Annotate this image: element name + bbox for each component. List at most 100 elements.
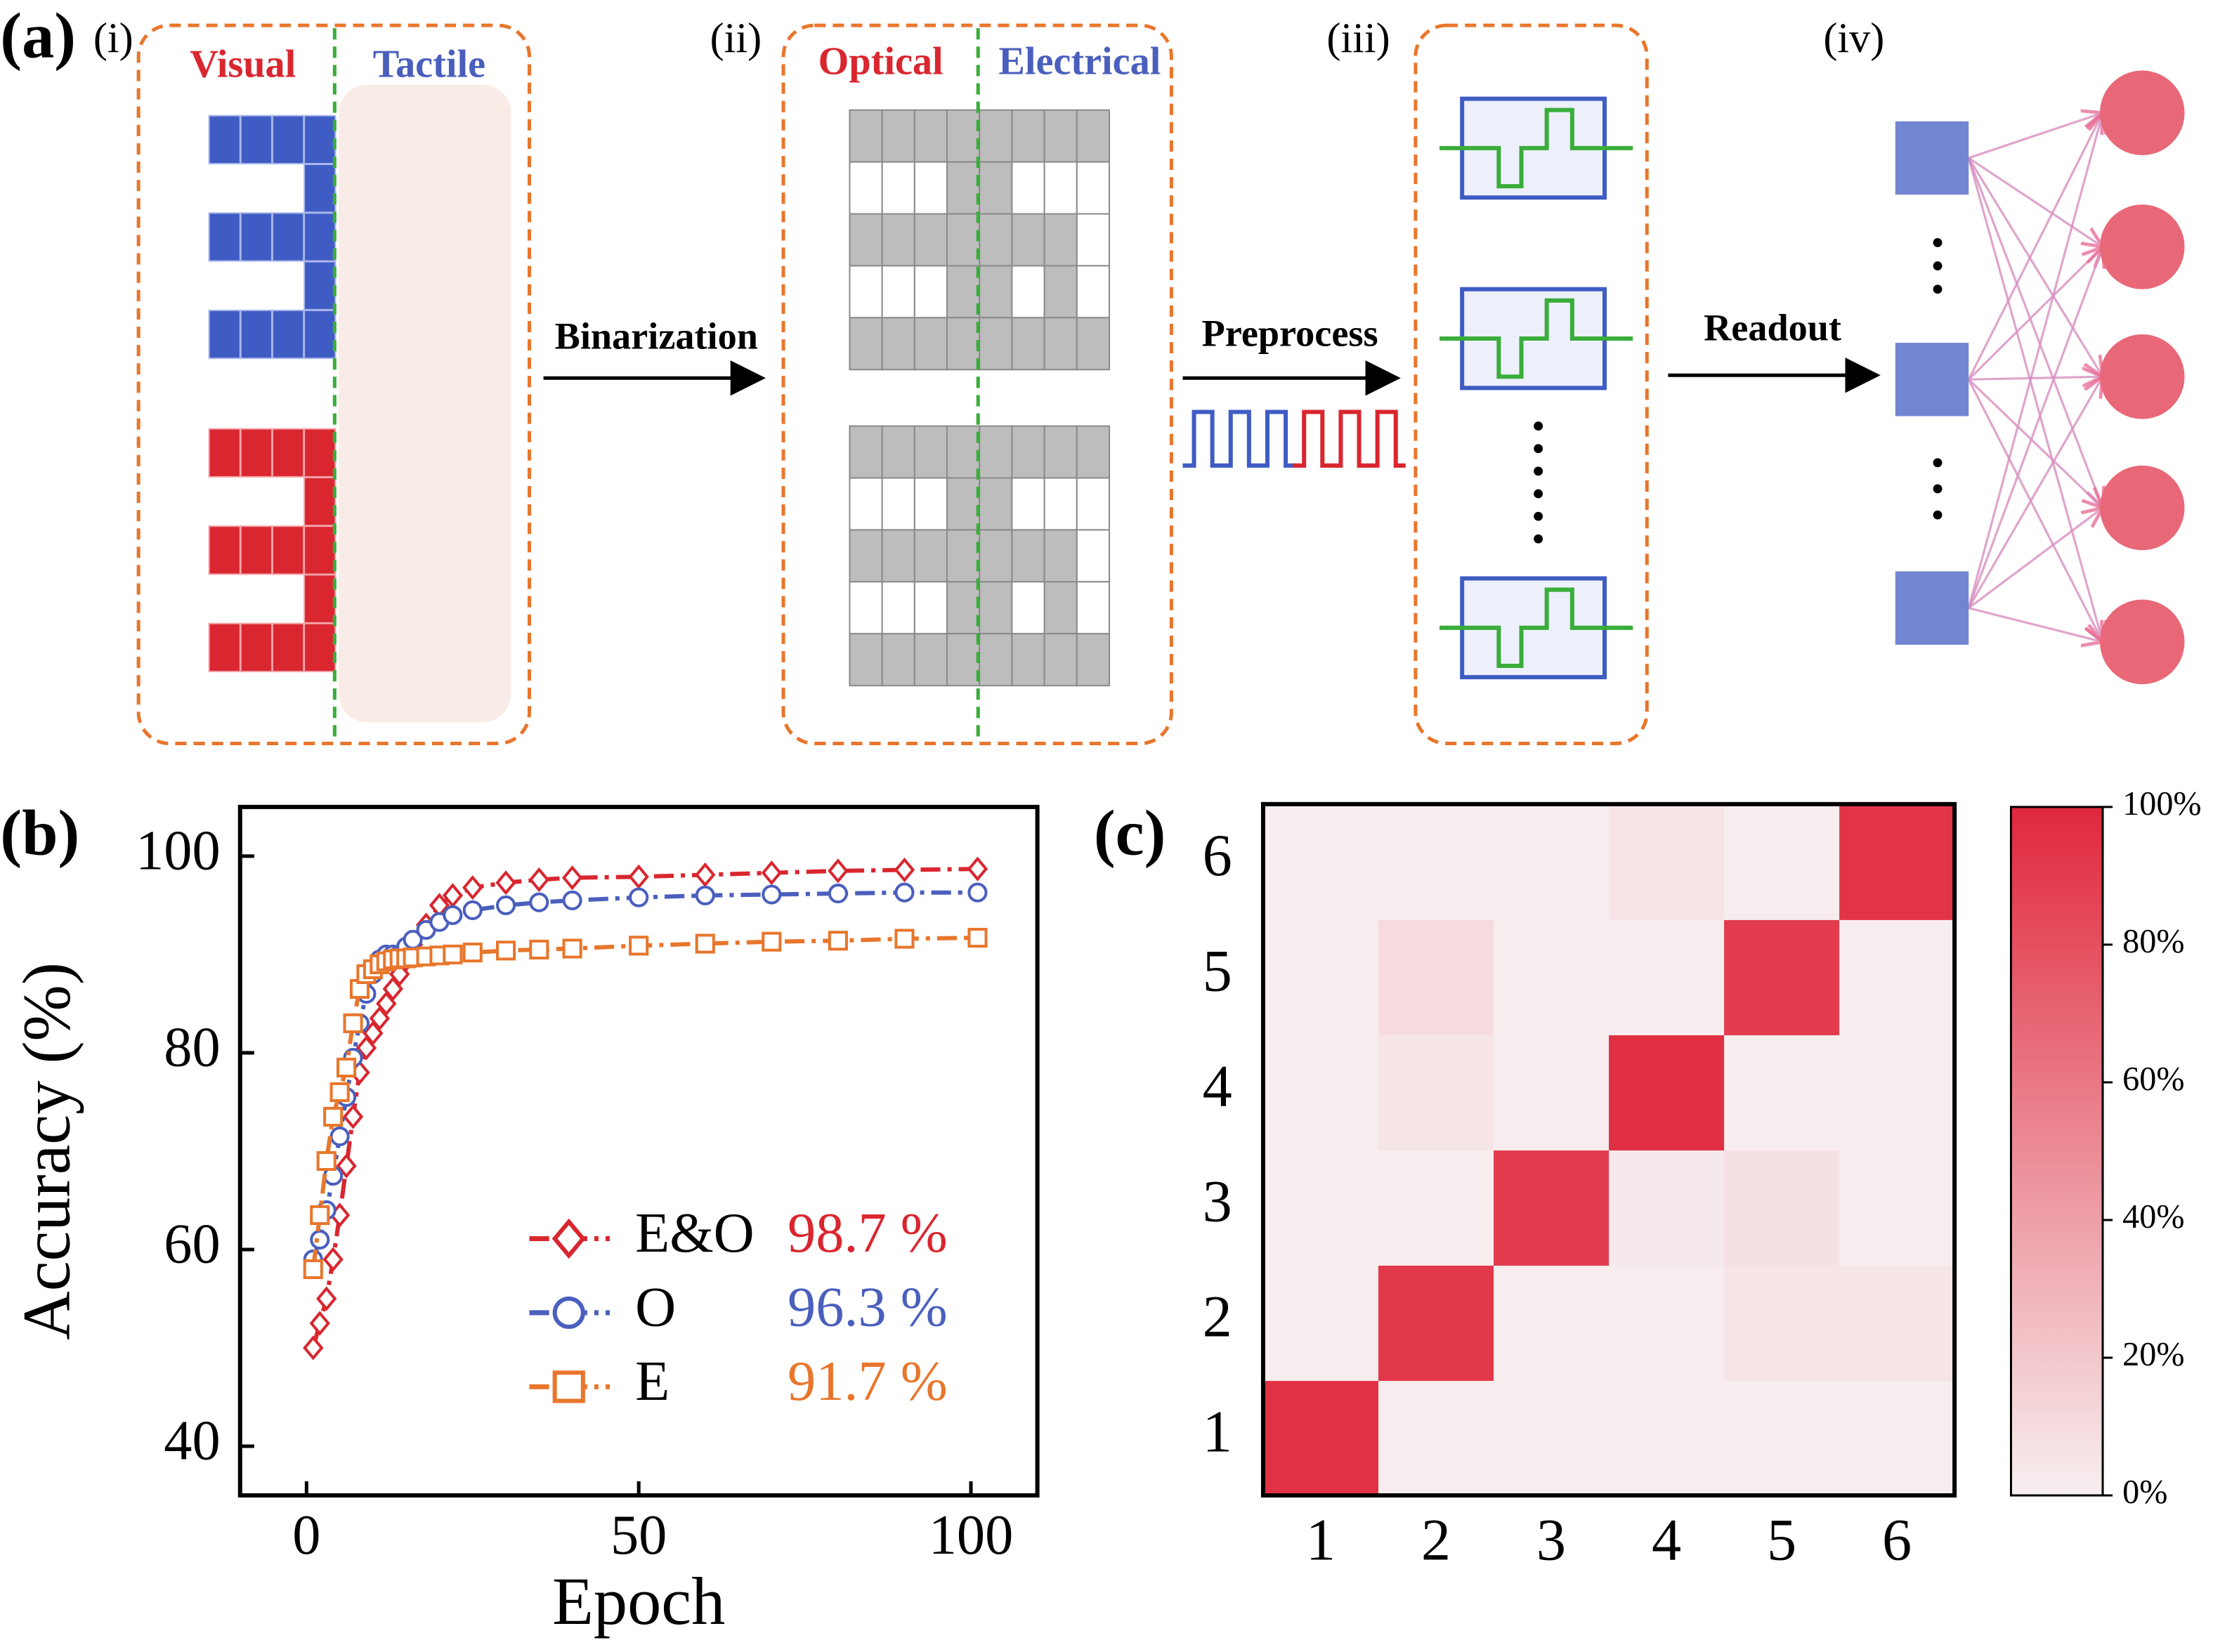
marker: [322, 1247, 344, 1272]
plot-frame: [1260, 801, 1957, 1498]
accuracy-label: 98.7 %: [788, 1202, 948, 1264]
grid-cell: [946, 109, 981, 163]
dot: [1534, 444, 1543, 454]
grid-cell: [1043, 633, 1078, 687]
grid-cell: [979, 213, 1013, 267]
connection: [1968, 157, 2103, 247]
step-label: (iii): [1326, 15, 1390, 62]
y-tick-label: 4: [1203, 1054, 1232, 1119]
grid-cell: [1076, 581, 1111, 635]
y-tick-label: 2: [1203, 1284, 1232, 1349]
grid-cell: [849, 317, 883, 371]
heat-cell: [1609, 1034, 1725, 1150]
grid-cell: [946, 317, 981, 371]
grid-cell: [1011, 109, 1045, 163]
marker: [695, 885, 715, 905]
dashed-box: [1414, 23, 1649, 746]
grid-cell: [979, 317, 1013, 371]
grid-cell: [1043, 317, 1078, 371]
y-tick-label: 80: [164, 1016, 220, 1078]
marker: [629, 936, 649, 956]
grid-cell: [881, 109, 915, 163]
colorbar-tick-label: 40%: [2122, 1198, 2184, 1235]
waveform: [1440, 107, 1633, 189]
heat-cell: [1494, 1264, 1610, 1382]
grid-cell: [849, 581, 883, 635]
grid-cell: [1076, 161, 1111, 215]
marker: [343, 1013, 363, 1033]
x-tick-label: 50: [611, 1504, 667, 1566]
output-node: [2100, 465, 2185, 551]
panel-label: (c): [1094, 796, 1166, 868]
pixel-block: [303, 428, 337, 478]
heat-cell: [1494, 1034, 1610, 1150]
heat-cell: [1839, 919, 1956, 1035]
marker: [551, 1218, 586, 1259]
marker: [762, 931, 782, 952]
colorbar-tick-label: 60%: [2122, 1061, 2184, 1098]
grid-cell: [1043, 581, 1078, 635]
connection: [1967, 113, 2103, 381]
heat-cell: [1839, 804, 1956, 920]
heat-cell: [1839, 1034, 1956, 1150]
grid-cell: [1076, 213, 1111, 267]
pixel-block: [240, 622, 273, 673]
grid-cell: [913, 109, 948, 163]
accuracy-label: 91.7 %: [788, 1350, 948, 1412]
pixel-block: [303, 212, 337, 262]
grid-cell: [849, 161, 883, 215]
marker: [828, 931, 848, 951]
connection: [1967, 376, 2103, 609]
marker: [629, 887, 649, 907]
marker: [309, 1311, 330, 1336]
grid-cell: [913, 633, 948, 687]
marker: [562, 938, 582, 959]
marker: [329, 1126, 350, 1147]
grid-cell: [881, 161, 915, 215]
x-tick-label: 1: [1306, 1508, 1336, 1573]
grid-cell: [1011, 529, 1045, 583]
connection: [1969, 376, 2103, 379]
connection: [1968, 247, 2103, 381]
output-node: [2100, 334, 2185, 419]
grid-cell: [881, 477, 915, 531]
connection: [1967, 157, 2103, 376]
output-node: [2100, 70, 2185, 155]
heat-cell: [1609, 1264, 1725, 1382]
connection: [1967, 247, 2103, 609]
x-tick-label: 0: [292, 1504, 320, 1566]
grid-cell: [1043, 161, 1078, 215]
marker: [561, 865, 583, 891]
pixel-block: [240, 114, 273, 164]
grid-cell: [1011, 213, 1045, 267]
x-tick-label: 2: [1421, 1508, 1451, 1573]
grid-cell: [979, 633, 1013, 687]
grid-cell: [1043, 265, 1078, 319]
panel-label: (b): [0, 796, 79, 868]
heat-cell: [1378, 1380, 1495, 1497]
heat-cell: [1378, 919, 1495, 1035]
marker: [316, 1150, 337, 1172]
grid-cell: [946, 425, 981, 479]
marker: [462, 900, 483, 920]
colorbar-tick-label: 20%: [2122, 1336, 2184, 1373]
marker: [336, 1153, 357, 1179]
grid-cell: [849, 109, 883, 163]
grid-cell: [849, 425, 883, 479]
grid-cell: [1043, 477, 1078, 531]
marker: [323, 1106, 344, 1127]
pixel-block: [303, 476, 337, 527]
dot: [1933, 510, 1943, 520]
arrow-label: Readout: [1704, 306, 1841, 348]
arrow-label: Binarization: [555, 315, 758, 358]
input-node: [1895, 121, 1969, 195]
heat-cell: [1262, 1149, 1379, 1266]
marker: [552, 1370, 585, 1403]
grid-cell: [849, 213, 883, 267]
x-tick-label: 3: [1536, 1508, 1566, 1573]
legend-label: E: [635, 1350, 670, 1412]
grid-cell: [1011, 161, 1045, 215]
marker: [495, 870, 516, 896]
pixel-block: [271, 114, 305, 164]
